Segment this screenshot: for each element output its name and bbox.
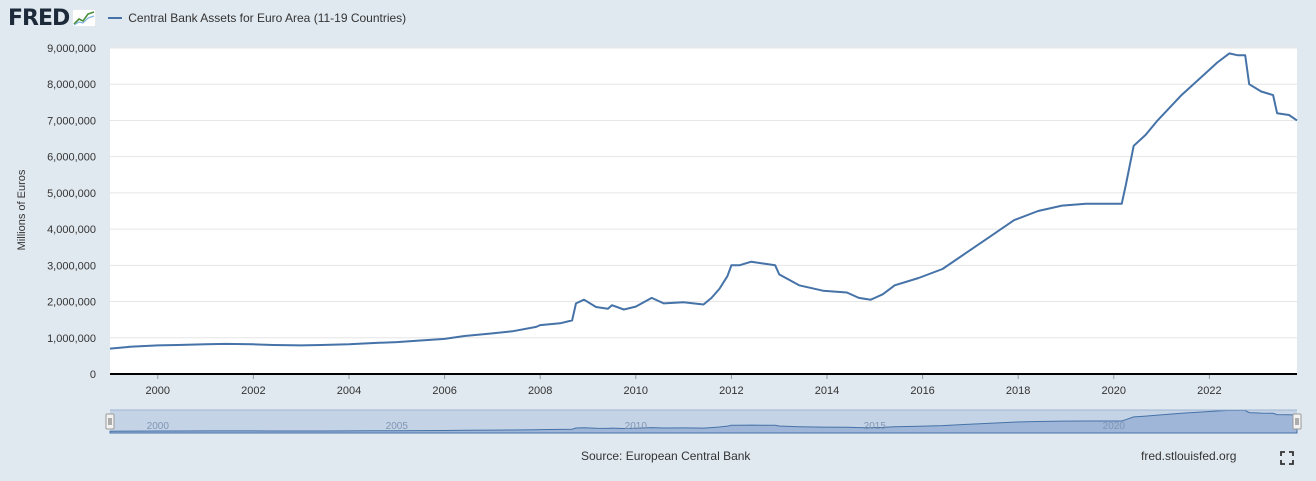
x-tick-label: 2014 — [815, 385, 839, 397]
x-tick-label: 2012 — [719, 385, 743, 397]
navigator-tick-label: 2000 — [147, 421, 170, 432]
y-tick-label: 0 — [90, 369, 96, 381]
y-tick-label: 1,000,000 — [47, 333, 96, 345]
x-tick-label: 2006 — [432, 385, 456, 397]
navigator-handle-left[interactable] — [105, 413, 115, 430]
fullscreen-icon[interactable] — [1280, 451, 1294, 465]
y-tick-label: 7,000,000 — [47, 115, 96, 127]
legend-swatch — [108, 17, 123, 19]
site-link[interactable]: fred.stlouisfed.org — [1141, 449, 1237, 463]
fred-logo[interactable]: FRED — [8, 5, 70, 31]
navigator-tick-label: 2015 — [864, 421, 887, 432]
y-tick-label: 3,000,000 — [47, 260, 96, 272]
navigator-tick-label: 2020 — [1103, 421, 1126, 432]
x-tick-label: 2016 — [910, 385, 934, 397]
x-tick-label: 2010 — [624, 385, 648, 397]
x-tick-label: 2002 — [241, 385, 265, 397]
y-tick-label: 8,000,000 — [47, 79, 96, 91]
y-tick-label: 2,000,000 — [47, 297, 96, 309]
x-tick-label: 2020 — [1102, 385, 1126, 397]
y-tick-label: 9,000,000 — [47, 43, 96, 55]
legend-label: Central Bank Assets for Euro Area (11-19… — [128, 11, 407, 25]
navigator-series — [109, 409, 1298, 434]
x-tick-label: 2022 — [1197, 385, 1221, 397]
line-chart-icon — [72, 9, 97, 27]
x-tick-label: 2000 — [146, 385, 170, 397]
legend[interactable]: Central Bank Assets for Euro Area (11-19… — [108, 11, 406, 25]
plot-area — [110, 48, 1297, 374]
source-note[interactable]: Source: European Central Bank — [581, 449, 751, 463]
y-tick-label: 6,000,000 — [47, 152, 96, 164]
navigator-tick-label: 2010 — [625, 421, 648, 432]
navigator-handle-right[interactable] — [1292, 413, 1302, 430]
x-tick-label: 2018 — [1006, 385, 1030, 397]
chart-header: FRED Central Bank Assets for Euro Area (… — [8, 5, 406, 31]
x-tick-label: 2008 — [528, 385, 552, 397]
navigator-tick-label: 2005 — [386, 421, 409, 432]
y-tick-label: 4,000,000 — [47, 224, 96, 236]
x-tick-label: 2004 — [337, 385, 361, 397]
series-line[interactable] — [109, 52, 1298, 350]
y-tick-label: 5,000,000 — [47, 188, 96, 200]
